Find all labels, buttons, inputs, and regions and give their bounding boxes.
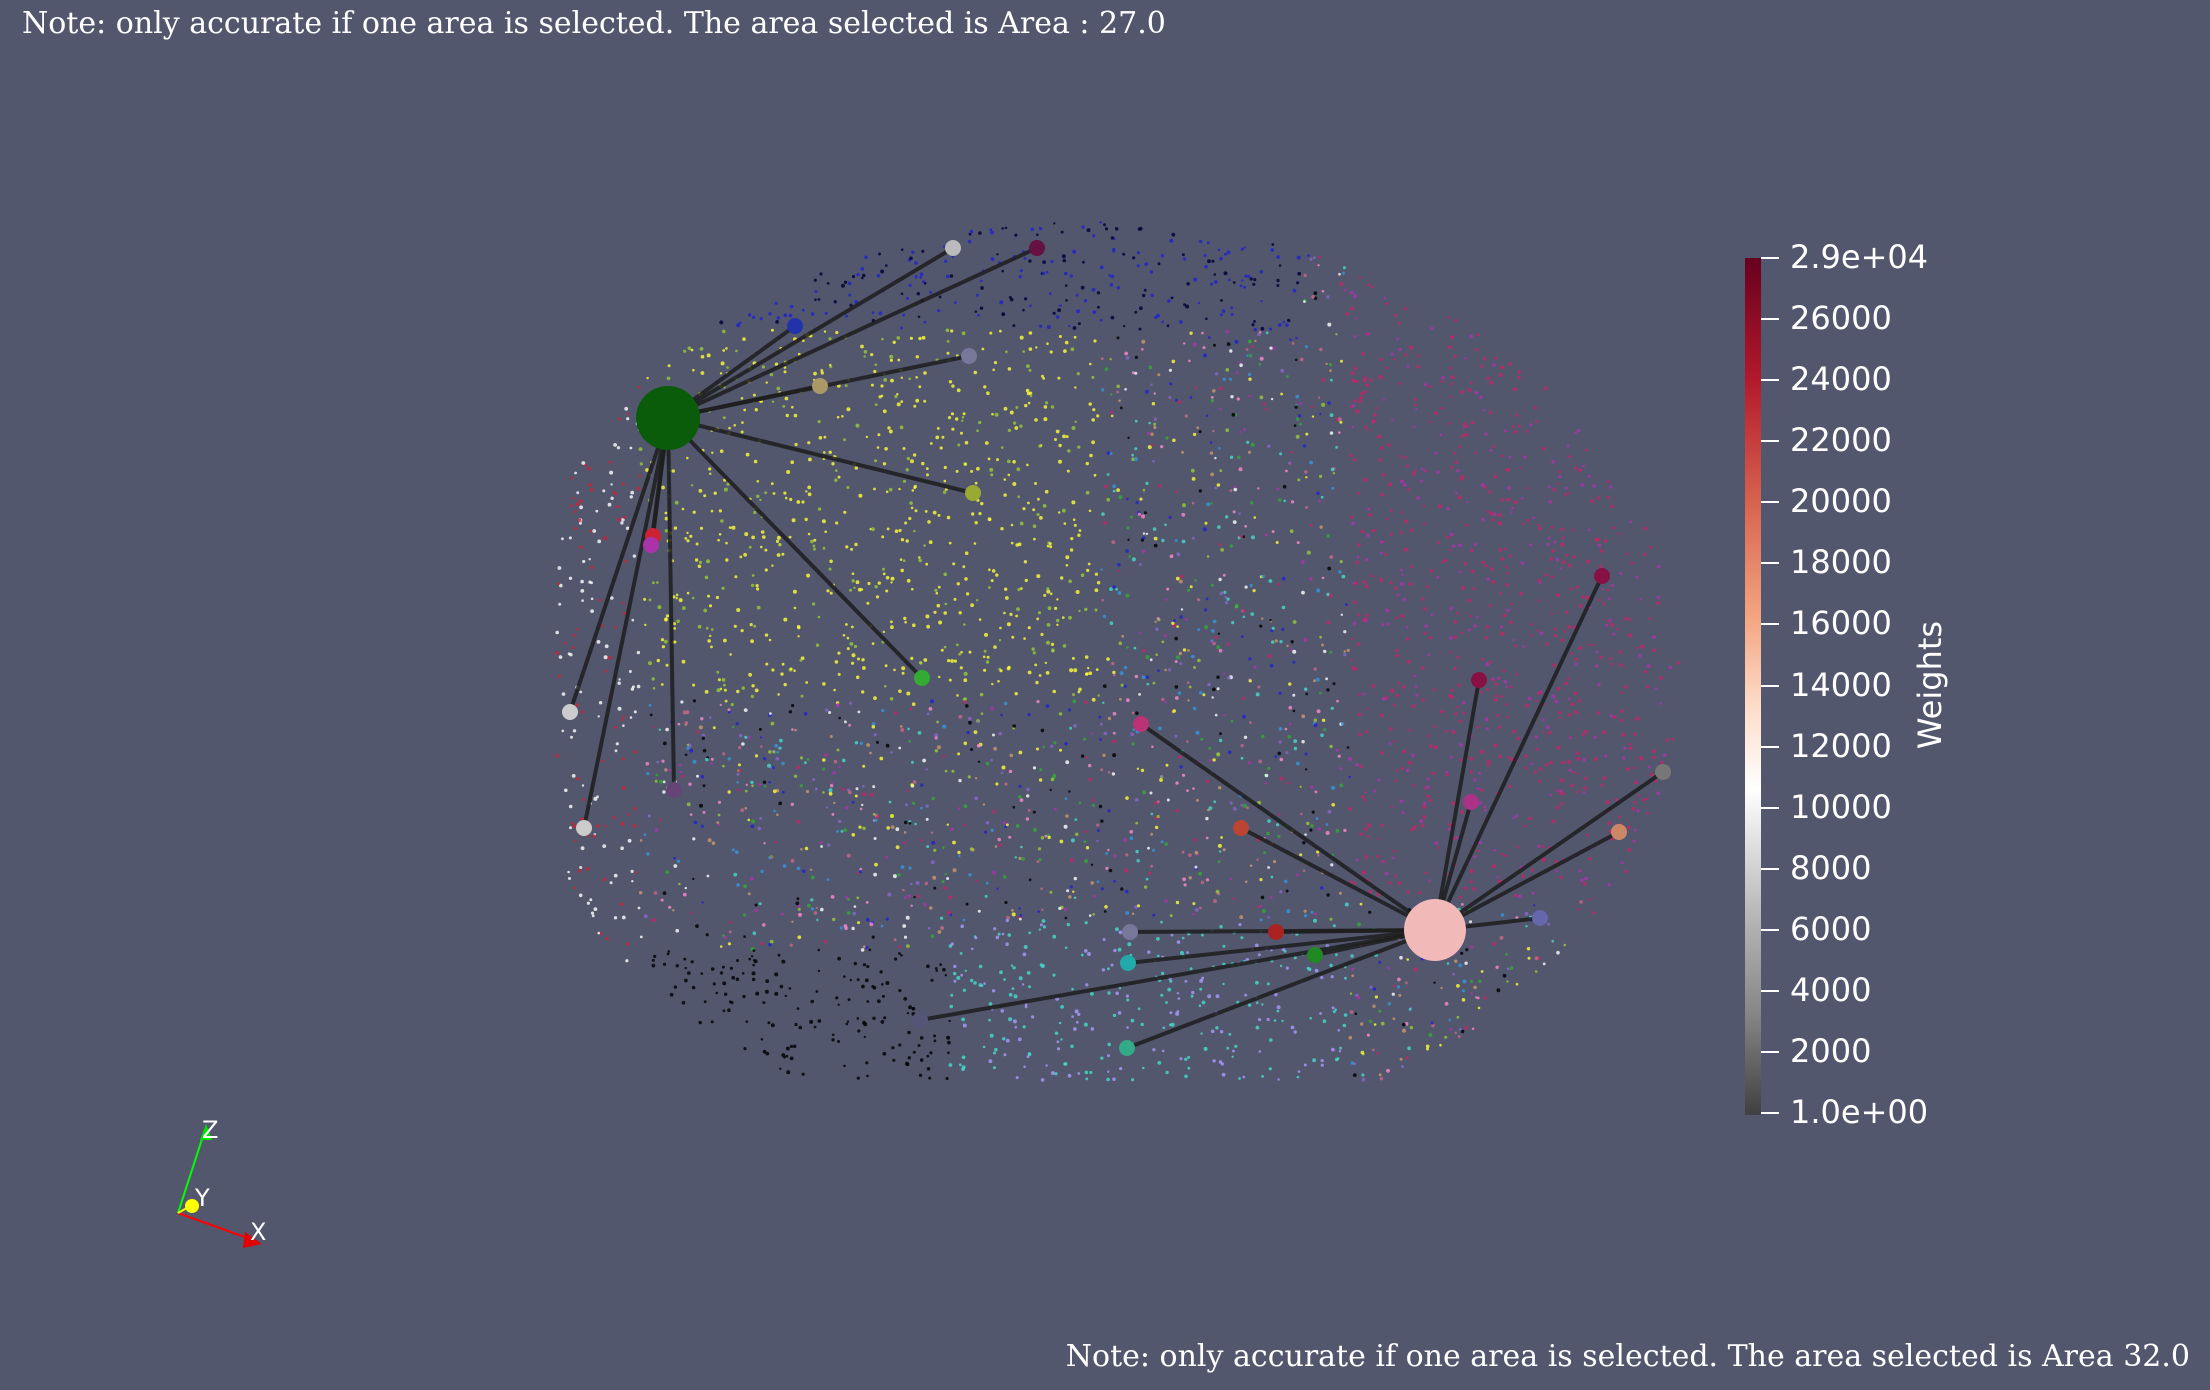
- node-sphere: [914, 670, 930, 686]
- node-sphere: [666, 782, 682, 798]
- node-sphere: [965, 485, 981, 501]
- axis-label-z: Z: [202, 1116, 219, 1144]
- colorbar-tick-mark: [1761, 440, 1779, 443]
- node-sphere: [961, 348, 977, 364]
- hub-spheres: [636, 386, 1466, 961]
- node-sphere: [643, 537, 659, 553]
- colorbar-tick-label: 6000: [1790, 909, 1872, 948]
- node-sphere: [1029, 240, 1045, 256]
- colorbar-tick-label: 20000: [1790, 482, 1892, 521]
- colorbar-tick-mark: [1761, 623, 1779, 626]
- colorbar-tick-label: 18000: [1790, 543, 1892, 582]
- note-area-top: Note: only accurate if one area is selec…: [22, 6, 1166, 41]
- colorbar-tick-label: 22000: [1790, 421, 1892, 460]
- node-sphere: [787, 318, 803, 334]
- colorbar-tick-mark: [1761, 318, 1779, 321]
- colorbar-tick-mark: [1761, 562, 1779, 565]
- node-sphere: [562, 704, 578, 720]
- node-sphere: [1307, 947, 1323, 963]
- hub-sphere-area-27: [636, 386, 700, 450]
- colorbar-tick-mark: [1761, 928, 1779, 931]
- note-area-bottom: Note: only accurate if one area is selec…: [1065, 1339, 2190, 1374]
- node-sphere: [576, 820, 592, 836]
- colorbar-tick-label: 24000: [1790, 360, 1892, 399]
- colorbar-tick-mark: [1761, 257, 1779, 259]
- node-sphere: [1655, 764, 1671, 780]
- colorbar-tick-label: 4000: [1790, 970, 1872, 1009]
- colorbar-title: Weights: [1911, 620, 1949, 750]
- node-sphere: [1532, 910, 1548, 926]
- node-sphere: [1471, 672, 1487, 688]
- colorbar-tick-label: 12000: [1790, 726, 1892, 765]
- node-sphere: [912, 1012, 928, 1028]
- colorbar: [1745, 258, 1761, 1115]
- node-sphere: [1611, 824, 1627, 840]
- colorbar-tick-label: 10000: [1790, 787, 1892, 826]
- hub-sphere-area-32: [1404, 899, 1466, 961]
- axis-label-x: X: [250, 1218, 267, 1246]
- node-sphere: [812, 378, 828, 394]
- colorbar-tick-mark: [1761, 1050, 1779, 1053]
- node-sphere: [1120, 955, 1136, 971]
- colorbar-tick-label: 8000: [1790, 848, 1872, 887]
- colorbar-tick-label: 14000: [1790, 665, 1892, 704]
- orientation-axes: [177, 1124, 262, 1248]
- colorbar-tick-label: 26000: [1790, 299, 1892, 338]
- node-sphere: [1119, 1040, 1135, 1056]
- colorbar-tick-label: 2.9e+04: [1790, 238, 1929, 276]
- colorbar-tick-label: 1.0e+00: [1790, 1093, 1929, 1131]
- colorbar-tick-mark: [1761, 1112, 1779, 1114]
- colorbar-tick-mark: [1761, 501, 1779, 504]
- colorbar-tick-mark: [1761, 806, 1779, 809]
- colorbar-tick-label: 2000: [1790, 1031, 1872, 1070]
- colorbar-tick-mark: [1761, 684, 1779, 687]
- colorbar-tick-label: 16000: [1790, 604, 1892, 643]
- node-sphere: [1233, 820, 1249, 836]
- axis-label-y: Y: [195, 1184, 210, 1212]
- colorbar-tick-mark: [1761, 867, 1779, 870]
- node-sphere: [1133, 716, 1149, 732]
- node-sphere: [945, 240, 961, 256]
- connection-edges: [568, 246, 1665, 1050]
- node-spheres: [562, 240, 1671, 1056]
- node-sphere: [1122, 924, 1138, 940]
- colorbar-tick-mark: [1761, 989, 1779, 992]
- node-sphere: [1268, 924, 1284, 940]
- colorbar-tick-mark: [1761, 379, 1779, 382]
- node-sphere: [1594, 568, 1610, 584]
- node-sphere: [1463, 794, 1479, 810]
- colorbar-tick-mark: [1761, 745, 1779, 748]
- point-cloud: [555, 221, 1680, 1082]
